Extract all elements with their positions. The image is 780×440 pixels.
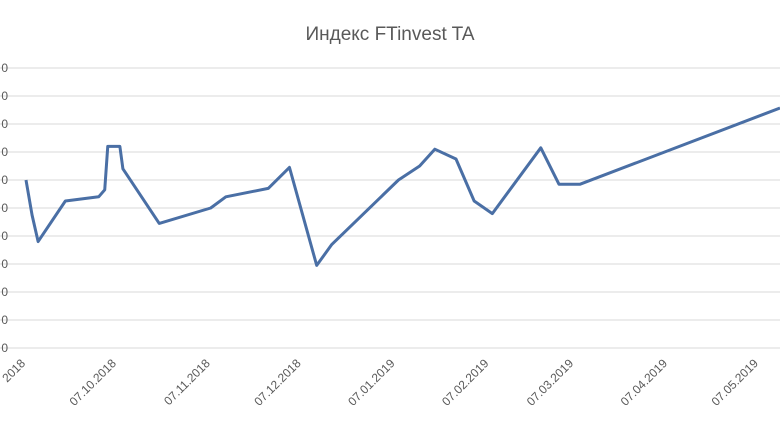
x-tick-label: 07.11.2018 [161, 356, 213, 408]
x-tick-label: 07.12.2018 [251, 356, 304, 409]
y-tick-label: 0 [1, 145, 8, 159]
x-tick-label: 07.04.2019 [618, 356, 671, 409]
y-tick-label: 0 [1, 229, 8, 243]
x-tick-label: 07.01.2019 [345, 356, 398, 409]
x-tick-label: 07.02.2019 [439, 356, 492, 409]
x-tick-label: 2018 [0, 356, 28, 385]
data-line [24, 106, 780, 267]
y-tick-label: 0 [1, 89, 8, 103]
x-tick-label: 07.10.2018 [67, 356, 120, 409]
y-tick-label: 0 [1, 61, 8, 75]
chart-title: Индекс FTinvest TA [305, 24, 474, 45]
x-tick-label: 07.05.2019 [709, 356, 762, 409]
y-tick-label: 0 [1, 341, 8, 355]
y-tick-label: 0 [1, 173, 8, 187]
y-tick-label: 0 [1, 285, 8, 299]
y-tick-label: 0 [1, 257, 8, 271]
y-tick-label: 0 [1, 201, 8, 215]
x-tick-label: 07.03.2019 [524, 356, 577, 409]
y-tick-label: 0 [1, 313, 8, 327]
y-tick-label: 0 [1, 117, 8, 131]
